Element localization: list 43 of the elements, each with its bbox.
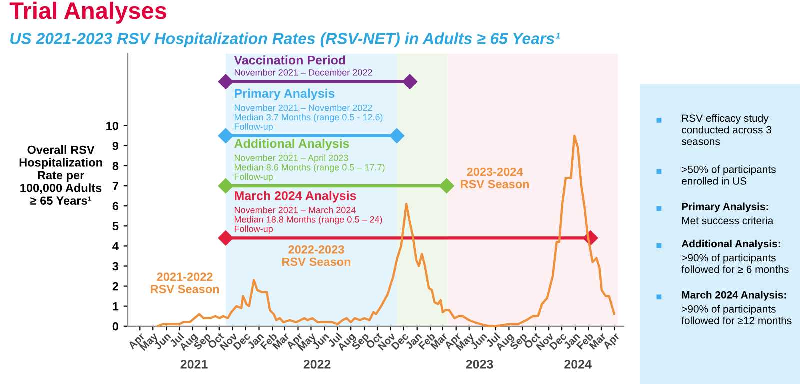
point bbox=[218, 230, 234, 246]
point bbox=[218, 74, 234, 90]
text: Additional Analysis: >90% of participants followed for ≥ 6 months bbox=[682, 240, 789, 274]
y-tick-label: 8 bbox=[112, 162, 119, 170]
point bbox=[402, 74, 418, 90]
y-tick-label: 0 bbox=[112, 322, 118, 331]
y-tick-label: 10 bbox=[106, 122, 118, 130]
annotation: November 2021 – November 2022 Median 3.7 Months (range 0.5 - 12.6) Follow-up bbox=[234, 104, 383, 132]
annotation: 2023-2024 RSV Season bbox=[461, 168, 530, 188]
point bbox=[439, 178, 454, 194]
point bbox=[218, 178, 234, 194]
y-tick-label: 7 bbox=[112, 182, 118, 190]
x-tick-label: Jun bbox=[154, 332, 172, 350]
y-tick-label: 3 bbox=[112, 262, 119, 271]
x2-tick-label: 2022 bbox=[304, 360, 331, 369]
y-tick-label: 4 bbox=[112, 242, 119, 250]
chart-subtitle: US 2021-2023 RSV Hospitalization Rates (RSV-NET) in Adults ≥ 65 Years¹ bbox=[10, 32, 560, 48]
x2-tick-label: 2024 bbox=[564, 360, 592, 369]
series-label: Vaccination Period bbox=[234, 56, 346, 65]
text: Primary Analysis bbox=[235, 88, 335, 101]
text: March 2024 Analysis bbox=[235, 191, 356, 203]
x2-tick-label: 2021 bbox=[180, 360, 208, 369]
text: Primary Analysis: Met success criteria bbox=[682, 202, 774, 225]
annotation: 2022-2023 RSV Season bbox=[282, 246, 351, 266]
annotation: November 2021 – March 2024 Median 18.8 Months (range 0.5 – 24) Follow-up bbox=[234, 206, 382, 234]
y-tick-label: 6 bbox=[112, 202, 119, 211]
annotation: November 2021 – April 2023 Median 8.6 Months (range 0.5 – 17.7) Follow-up bbox=[234, 154, 385, 182]
y-tick-label: 1 bbox=[113, 302, 119, 311]
point bbox=[218, 128, 234, 144]
annotation: November 2021 – December 2022 bbox=[234, 69, 372, 76]
point bbox=[389, 128, 405, 144]
x-tick-label: Jun bbox=[470, 332, 488, 350]
y-tick-label: 9 bbox=[112, 142, 119, 150]
annotation: 2021-2022 RSV Season bbox=[151, 272, 220, 294]
text: >50% of participants enrolled in US bbox=[682, 166, 776, 185]
text: Additional Analysis bbox=[234, 139, 350, 151]
y-axis-title: Overall RSV Hospitalization Rate per 100,000 Adults ≥ 65 Years¹ bbox=[20, 146, 102, 206]
y-tick-label: 2 bbox=[112, 282, 118, 291]
y-tick-label: 5 bbox=[112, 222, 119, 231]
text: March 2024 Analysis: >90% of participants followed for ≥12 months bbox=[682, 291, 792, 324]
text: RSV efficacy study conducted across 3 seasons bbox=[682, 114, 772, 146]
x2-tick-label: 2023 bbox=[466, 360, 494, 369]
chart-title: Trial Analyses bbox=[10, 2, 167, 24]
